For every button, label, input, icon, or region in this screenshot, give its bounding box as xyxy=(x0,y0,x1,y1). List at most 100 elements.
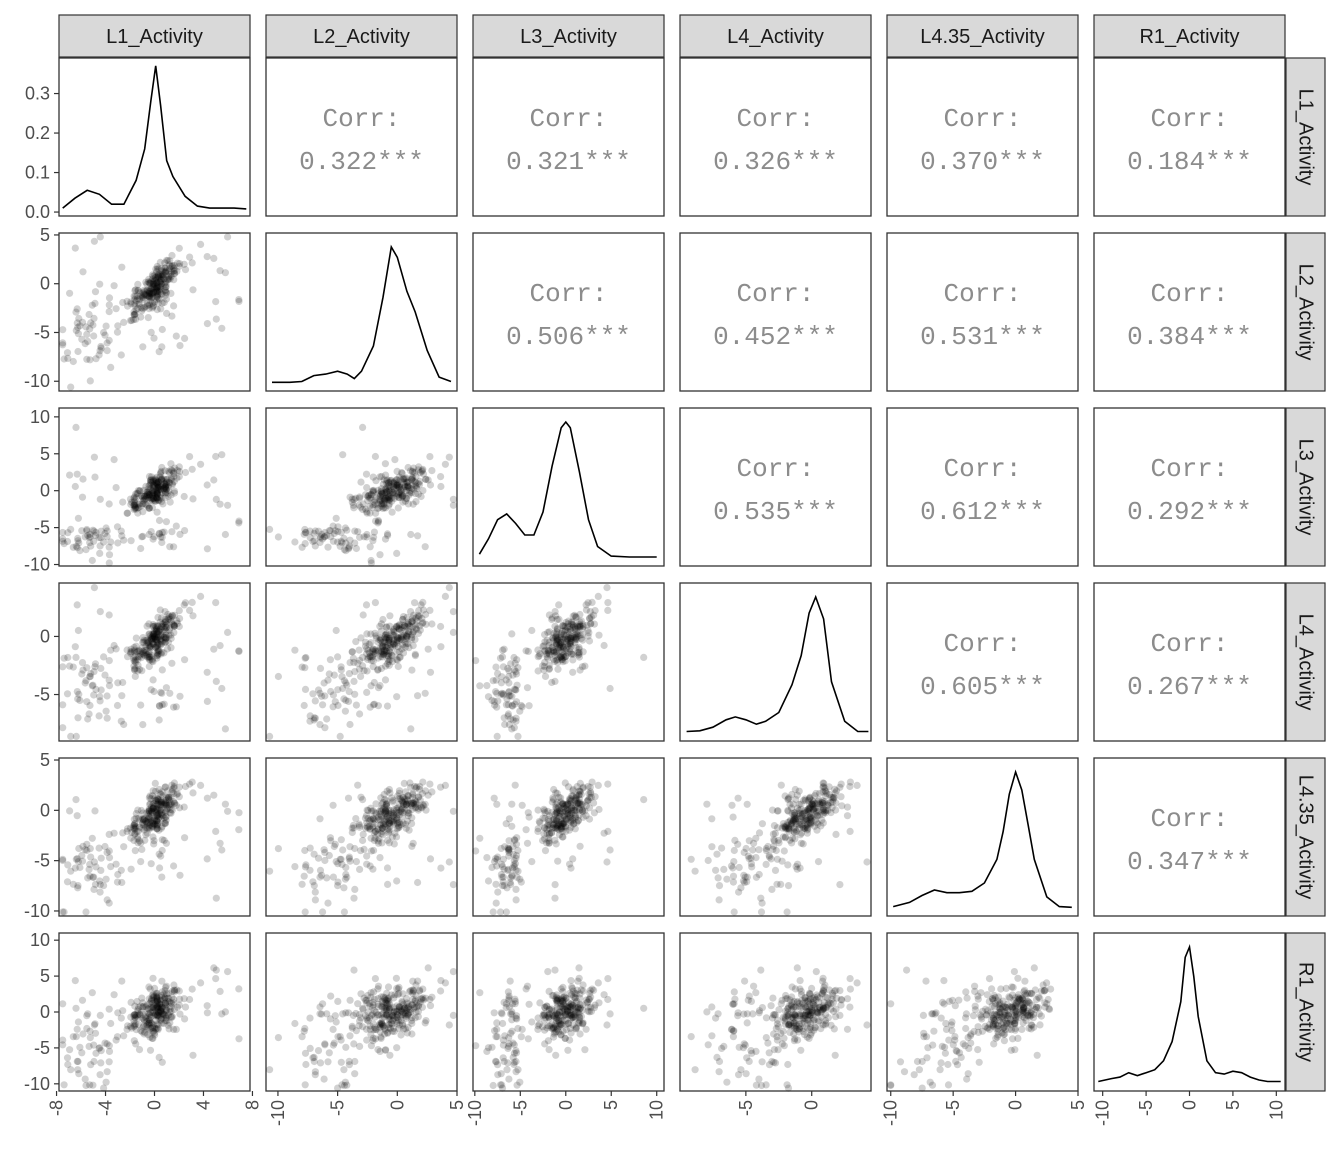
scatter-point xyxy=(1034,993,1042,1001)
scatter-point xyxy=(381,497,389,505)
scatter-point xyxy=(797,1046,805,1054)
scatter-point xyxy=(340,546,348,554)
scatter-point xyxy=(499,1054,507,1062)
scatter-point xyxy=(316,1059,325,1067)
scatter-point xyxy=(153,652,161,660)
scatter-point xyxy=(757,1081,766,1090)
column-strip-l4-activity: L4_Activity xyxy=(679,14,872,58)
scatter-point xyxy=(153,483,161,492)
corr-value: 0.612*** xyxy=(920,497,1045,527)
scatter-point xyxy=(379,492,387,500)
scatter-point xyxy=(153,494,161,502)
scatter-point xyxy=(819,977,827,985)
scatter-point xyxy=(963,994,971,1002)
scatter-point xyxy=(154,478,163,486)
scatter-point xyxy=(150,533,158,541)
scatter-point xyxy=(357,503,365,511)
scatter-point xyxy=(218,451,226,459)
scatter-point xyxy=(155,270,163,278)
scatter-point xyxy=(964,1070,972,1078)
scatter-point xyxy=(152,476,160,484)
scatter-point xyxy=(371,496,379,504)
density-panel-l2-activity-l2-activity xyxy=(265,232,458,392)
scatter-point xyxy=(402,486,411,494)
scatter-point xyxy=(426,668,435,676)
scatter-point xyxy=(105,301,113,309)
scatter-point xyxy=(794,1036,802,1044)
scatter-point xyxy=(154,484,162,492)
scatter-point xyxy=(419,598,427,607)
scatter-point xyxy=(149,494,158,502)
scatter-point xyxy=(437,473,445,481)
scatter-point xyxy=(136,289,144,297)
scatter-point xyxy=(363,1016,371,1024)
scatter-point xyxy=(337,528,345,537)
scatter-point xyxy=(562,1020,570,1029)
scatter-point xyxy=(133,489,141,497)
scatter-point xyxy=(371,827,379,836)
scatter-point xyxy=(967,1039,975,1047)
scatter-point xyxy=(1030,964,1038,972)
scatter-point xyxy=(351,527,359,535)
scatter-point xyxy=(117,351,125,359)
scatter-point xyxy=(786,836,794,844)
scatter-point xyxy=(203,481,211,489)
scatter-point xyxy=(117,717,125,725)
scatter-point xyxy=(393,476,401,484)
scatter-point xyxy=(79,475,87,483)
scatter-point xyxy=(348,648,356,656)
scatter-point xyxy=(153,490,161,498)
scatter-point xyxy=(145,648,154,656)
scatter-point xyxy=(274,533,282,541)
scatter-point xyxy=(565,826,573,834)
scatter-point xyxy=(778,1040,786,1048)
scatter-point xyxy=(509,1039,517,1047)
scatter-point xyxy=(393,467,401,475)
corr-panel-l1-activity-l4-activity: Corr:0.326*** xyxy=(679,57,872,217)
scatter-point xyxy=(157,498,166,506)
scatter-point xyxy=(137,292,145,300)
scatter-point xyxy=(784,1008,792,1016)
scatter-point xyxy=(572,990,580,998)
scatter-point xyxy=(708,1032,716,1040)
scatter-point xyxy=(813,826,821,834)
scatter-point xyxy=(73,319,81,327)
scatter-point xyxy=(149,489,157,497)
scatter-point xyxy=(545,1046,553,1054)
scatter-point xyxy=(493,1025,501,1033)
scatter-point xyxy=(149,278,157,286)
scatter-point xyxy=(127,865,135,873)
scatter-point xyxy=(863,858,871,866)
scatter-point xyxy=(745,855,753,863)
scatter-point xyxy=(367,1042,375,1050)
scatter-point xyxy=(131,503,139,511)
scatter-point xyxy=(735,1071,743,1079)
scatter-point xyxy=(74,714,82,722)
scatter-point xyxy=(146,643,154,651)
scatter-point xyxy=(92,355,100,363)
scatter-point xyxy=(130,654,138,662)
scatter-point xyxy=(83,527,91,535)
scatter-point xyxy=(103,347,111,355)
scatter-point xyxy=(142,290,150,298)
scatter-point xyxy=(154,271,162,279)
scatter-point xyxy=(168,1000,176,1008)
scatter-point xyxy=(148,478,157,486)
scatter-point xyxy=(78,318,87,326)
scatter-panel-l4-activity-l3-activity xyxy=(472,582,665,742)
row-strip-label: L4.35_Activity xyxy=(1295,775,1317,900)
scatter-point xyxy=(393,479,401,487)
scatter-point xyxy=(166,498,174,506)
scatter-point xyxy=(216,267,224,275)
scatter-point xyxy=(148,473,156,481)
scatter-point xyxy=(339,846,347,854)
scatter-point xyxy=(437,622,445,631)
scatter-point xyxy=(90,314,98,322)
scatter-point xyxy=(778,857,786,865)
scatter-point xyxy=(357,478,365,486)
scatter-point xyxy=(383,488,391,496)
scatter-point xyxy=(364,492,372,500)
scatter-point xyxy=(300,701,308,710)
scatter-point xyxy=(167,272,175,281)
scatter-point xyxy=(140,496,148,504)
